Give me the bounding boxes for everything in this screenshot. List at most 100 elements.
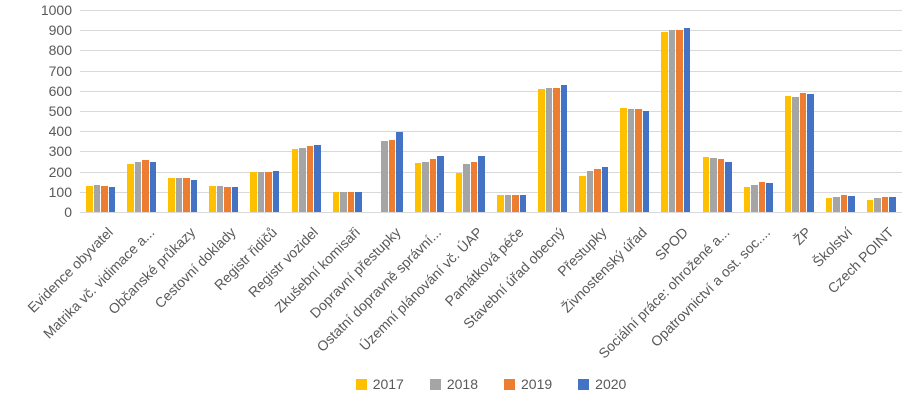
bar-2019-category-7 [388,139,396,212]
bar-2018-category-6 [340,192,347,212]
bar-group-18 [820,10,861,212]
legend-label-2019: 2019 [521,376,553,392]
bar-group-12 [573,10,614,212]
bar-2018-category-12 [586,171,594,212]
bar-2019-category-6 [347,192,355,212]
bar-2020-category-5 [314,144,321,212]
x-label-12: Přestupky [553,224,610,280]
gridline-300 [80,151,902,153]
bar-2020-category-13 [642,111,650,212]
bar-2018-category-0 [93,185,101,212]
bar-2020-category-17 [807,93,814,212]
legend-item-2019: 2019 [504,377,552,391]
bar-2019-category-5 [306,145,314,212]
gridline-0 [80,212,902,213]
bar-2019-category-10 [512,194,519,212]
x-label-7: Dopravní přestupky [306,224,404,322]
bar-group-7 [368,10,409,212]
bar-2019-category-0 [101,185,108,212]
legend-label-2018: 2018 [446,376,478,392]
bar-2018-category-8 [422,161,429,212]
legend-item-2018: 2018 [429,376,478,392]
bar-group-13 [614,10,655,212]
bar-2020-category-15 [725,162,732,212]
bar-2019-category-15 [717,159,725,212]
bar-2018-category-2 [175,177,183,212]
gridline-200 [80,171,902,173]
bar-2020-category-7 [396,132,403,212]
legend-item-2020: 2020 [578,377,626,391]
bar-2017-category-3 [209,185,216,212]
bar-2018-category-19 [874,198,881,212]
bar-group-1 [121,10,162,212]
bar-2020-category-16 [766,182,773,212]
bar-2020-category-8 [437,156,444,212]
legend-swatch-icon-2019 [504,378,515,390]
bar-2020-category-0 [108,186,116,212]
bar-2017-category-8 [414,162,422,212]
x-label-2: Občanské průkazy [104,224,199,318]
bar-2018-category-11 [545,87,553,212]
y-tick-label-800: 800 [48,42,72,59]
y-tick-label-600: 600 [48,82,72,99]
x-label-10: Památková péče [441,224,527,310]
legend-swatch-icon-2017 [355,378,367,390]
bar-2019-category-19 [881,197,889,212]
bar-group-0 [80,10,121,212]
bar-2019-category-8 [429,159,437,212]
bar-2020-category-12 [601,167,609,212]
bar-2020-category-3 [231,186,239,212]
bar-2018-category-16 [751,185,758,212]
bar-group-15 [697,10,738,212]
bar-group-9 [450,10,491,212]
bar-2018-category-4 [257,171,265,212]
bar-2019-category-1 [142,160,149,212]
bar-2018-category-7 [381,140,388,212]
bar-group-10 [491,10,532,212]
bar-2017-category-2 [168,178,175,212]
bar-2018-category-1 [134,162,142,212]
bar-2017-category-4 [250,172,257,212]
x-label-19: Czech POINT [824,224,897,297]
bar-2017-category-17 [784,96,792,212]
legend: 2017 2018 2019 2020 [80,377,902,391]
gridline-800 [80,50,902,52]
y-tick-label-300: 300 [48,143,72,160]
x-label-1: Matrika vč. vidimace a... [39,224,157,342]
bar-2017-category-10 [497,195,504,212]
bar-2017-category-16 [743,187,751,212]
x-label-11: Stavební úřad obecný [460,224,568,332]
bar-2017-category-9 [455,173,463,212]
x-label-18: Školství [809,224,856,270]
bar-2017-category-12 [579,175,586,212]
x-label-16: Opatrovnictví a ost. soc.... [647,224,774,350]
bar-2018-category-10 [504,195,512,212]
x-label-5: Registr vozidel [245,224,322,301]
bar-2017-category-15 [702,157,710,212]
bar-2020-category-9 [478,156,485,212]
bar-2019-category-9 [470,161,478,212]
legend-label-2017: 2017 [372,376,404,392]
gridline-400 [80,131,902,133]
bar-2017-category-13 [620,107,627,212]
y-tick-label-500: 500 [48,103,72,119]
y-tick-label-100: 100 [48,183,72,200]
legend-label-2020: 2020 [595,376,627,392]
x-label-4: Registr řidičů [211,224,281,294]
bar-2017-category-19 [866,199,874,212]
bar-group-5 [286,10,327,212]
gridline-100 [80,191,902,193]
bar-2019-category-3 [224,186,231,212]
x-label-13: Živnostenský úřad [558,224,651,316]
legend-swatch-icon-2020 [578,378,590,390]
bar-group-6 [327,10,368,212]
bar-2020-category-14 [683,27,691,212]
bar-2018-category-13 [627,108,635,212]
bar-group-11 [532,10,573,212]
bar-2017-category-5 [291,148,299,212]
bar-group-8 [409,10,450,212]
bar-2019-category-14 [676,30,683,212]
bar-2020-category-1 [149,161,157,212]
bar-2020-category-11 [560,84,568,212]
bar-2020-category-6 [355,192,362,212]
